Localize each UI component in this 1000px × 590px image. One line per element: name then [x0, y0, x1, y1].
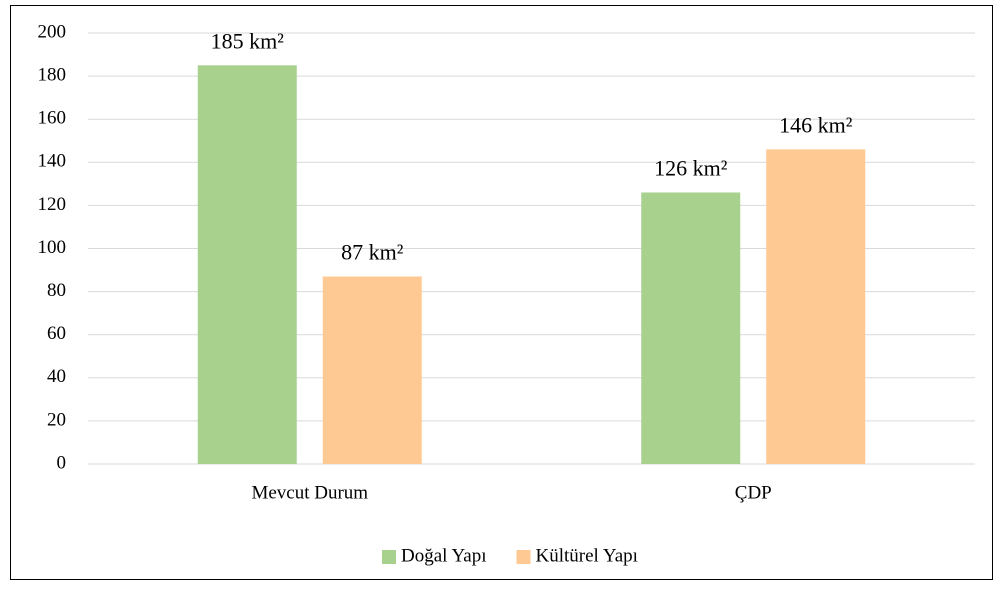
x-tick-label: ÇDP: [735, 482, 772, 503]
value-label: 146 km²: [779, 112, 853, 137]
y-tick-label: 140: [38, 151, 67, 172]
bar: [197, 65, 297, 464]
legend-swatch: [382, 550, 396, 564]
y-tick-label: 80: [47, 280, 66, 301]
y-tick-label: 200: [38, 21, 67, 42]
legend-label: Kültürel Yapı: [536, 545, 638, 566]
legend-label: Doğal Yapı: [401, 545, 487, 566]
y-tick-label: 180: [38, 64, 67, 85]
y-tick-label: 0: [57, 452, 67, 473]
bar: [322, 276, 422, 464]
x-tick-label: Mevcut Durum: [251, 482, 368, 503]
y-tick-label: 40: [47, 366, 66, 387]
y-tick-label: 60: [47, 323, 66, 344]
legend-swatch: [516, 550, 531, 564]
y-tick-label: 100: [38, 237, 67, 258]
y-tick-label: 160: [38, 108, 67, 129]
y-tick-label: 20: [47, 409, 66, 430]
value-label: 185 km²: [211, 28, 285, 53]
bar: [766, 149, 866, 464]
value-label: 87 km²: [341, 240, 404, 265]
y-tick-label: 120: [38, 194, 67, 215]
value-label: 126 km²: [654, 156, 728, 181]
bar: [641, 192, 741, 464]
